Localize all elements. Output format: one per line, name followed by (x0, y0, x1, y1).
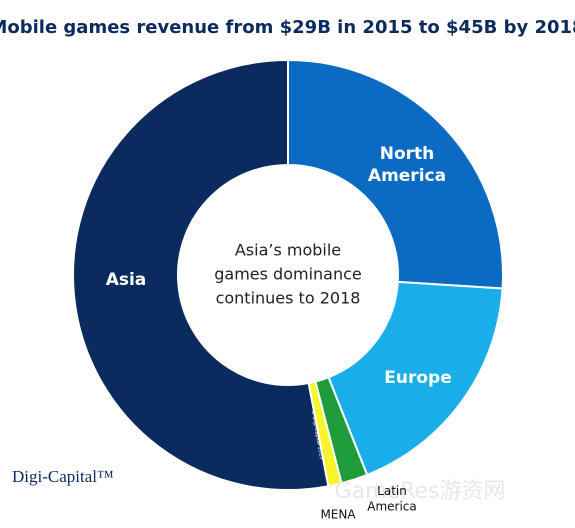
donut-segment (287, 58, 504, 290)
logo: Digi-Capital™ (12, 467, 114, 486)
chart-title: Mobile games revenue from $29B in 2015 t… (0, 17, 575, 38)
segment-label: Latin America (367, 484, 417, 514)
segment-label: Asia (106, 270, 147, 290)
center-text: continues to 2018 (216, 289, 361, 308)
donut-segment (72, 58, 330, 491)
segment-label: North America (368, 144, 446, 186)
center-text: Asia’s mobile (235, 241, 341, 260)
watermark: GameRes游资网 (335, 479, 506, 504)
segment-label: MENA (320, 508, 356, 522)
center-text: games dominance (214, 265, 362, 284)
donut-segment (327, 280, 504, 477)
segment-label: Europe (384, 368, 451, 388)
